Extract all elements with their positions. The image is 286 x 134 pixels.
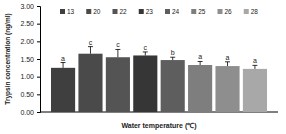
y-tick-mark xyxy=(37,94,40,95)
legend-swatch xyxy=(191,9,196,14)
y-tick-label: 2.50 xyxy=(20,20,34,27)
legend-item: 26 xyxy=(218,8,233,15)
error-cap xyxy=(170,57,175,58)
error-bar xyxy=(61,63,66,68)
legend-swatch xyxy=(139,9,144,14)
legend-label: 24 xyxy=(172,8,180,15)
error-stem xyxy=(63,63,64,68)
y-tick-label: 0.00 xyxy=(20,109,34,116)
y-tick: 0.00 xyxy=(20,109,40,116)
legend-swatch xyxy=(113,9,118,14)
y-tick-mark xyxy=(37,24,40,25)
legend-label: 25 xyxy=(198,8,206,15)
legend-swatch xyxy=(244,9,249,14)
y-tick: 1.50 xyxy=(20,56,40,63)
significance-letter: a xyxy=(198,53,202,60)
error-bar xyxy=(170,57,175,60)
error-cap xyxy=(225,61,230,62)
y-axis-line xyxy=(37,7,41,113)
plot: 0.00 0.50 1.00 1.50 2.00 2.50 3.00 a c c c b a a a 13 20… xyxy=(20,3,278,116)
error-cap xyxy=(115,49,120,50)
y-axis: 0.00 0.50 1.00 1.50 2.00 2.50 3.00 xyxy=(20,3,40,116)
error-bar xyxy=(198,61,203,65)
y-tick-mark xyxy=(37,59,40,60)
significance-letter: a xyxy=(226,54,230,61)
error-cap xyxy=(252,65,257,66)
legend-item: 13 xyxy=(60,8,75,15)
legend-swatch xyxy=(165,9,170,14)
error-stem xyxy=(145,52,146,56)
error-cap xyxy=(143,51,148,52)
error-stem xyxy=(90,47,91,54)
error-stem xyxy=(172,57,173,60)
error-cap xyxy=(88,46,93,47)
bar xyxy=(161,60,185,112)
error-bar xyxy=(225,62,230,66)
significance-letter: c xyxy=(116,41,120,48)
y-tick-label: 0.50 xyxy=(20,91,34,98)
y-tick-label: 1.50 xyxy=(20,56,34,63)
bar xyxy=(215,66,239,112)
y-axis-title: Trypsin concentration (ng/ml) xyxy=(4,13,12,104)
legend: 13 20 22 23 24 25 26 28 xyxy=(60,8,258,15)
error-bar xyxy=(115,49,120,57)
significance-letter: c xyxy=(89,39,93,46)
bar xyxy=(243,69,267,112)
error-stem xyxy=(227,62,228,66)
annotations: a c c c b a a a xyxy=(61,39,257,65)
error-bar xyxy=(252,65,257,69)
error-bar xyxy=(88,47,93,54)
error-cap xyxy=(198,61,203,62)
y-tick: 3.00 xyxy=(20,3,40,10)
legend-label: 28 xyxy=(251,8,259,15)
y-tick: 2.00 xyxy=(20,38,40,45)
y-tick-mark xyxy=(37,41,40,42)
legend-item: 25 xyxy=(191,8,206,15)
y-tick-mark xyxy=(37,77,40,78)
legend-swatch xyxy=(60,9,65,14)
legend-label: 13 xyxy=(67,8,75,15)
bar xyxy=(106,57,130,112)
legend-item: 23 xyxy=(139,8,154,15)
error-stem xyxy=(117,49,118,57)
significance-letter: b xyxy=(171,49,175,56)
legend-label: 26 xyxy=(225,8,233,15)
chart: 0.00 0.50 1.00 1.50 2.00 2.50 3.00 a c c c b a a a 13 20… xyxy=(0,0,286,134)
y-tick-label: 2.00 xyxy=(20,38,34,45)
y-tick-label: 1.00 xyxy=(20,73,34,80)
y-tick-mark xyxy=(37,112,40,113)
legend-label: 20 xyxy=(93,8,101,15)
x-axis-line xyxy=(40,112,278,113)
significance-letter: a xyxy=(253,57,257,64)
legend-item: 24 xyxy=(165,8,180,15)
bar xyxy=(133,55,157,112)
bar xyxy=(51,68,75,112)
y-tick-label: 3.00 xyxy=(20,3,34,10)
legend-swatch xyxy=(86,9,91,14)
legend-item: 20 xyxy=(86,8,101,15)
y-tick: 1.00 xyxy=(20,73,40,80)
significance-letter: a xyxy=(61,55,65,62)
error-stem xyxy=(254,65,255,69)
legend-item: 28 xyxy=(244,8,259,15)
error-cap xyxy=(61,62,66,63)
y-tick: 2.50 xyxy=(20,20,40,27)
y-tick: 0.50 xyxy=(20,91,40,98)
bar xyxy=(78,54,102,112)
bar xyxy=(188,65,212,112)
legend-swatch xyxy=(218,9,223,14)
error-bar xyxy=(143,52,148,56)
legend-label: 23 xyxy=(146,8,154,15)
x-axis-title: Water temperature (℃) xyxy=(121,122,196,130)
y-tick-mark xyxy=(37,6,40,7)
x-axis xyxy=(40,112,278,113)
error-stem xyxy=(200,61,201,65)
significance-letter: c xyxy=(144,44,148,51)
legend-label: 22 xyxy=(120,8,128,15)
legend-item: 22 xyxy=(113,8,128,15)
bars xyxy=(51,47,267,112)
